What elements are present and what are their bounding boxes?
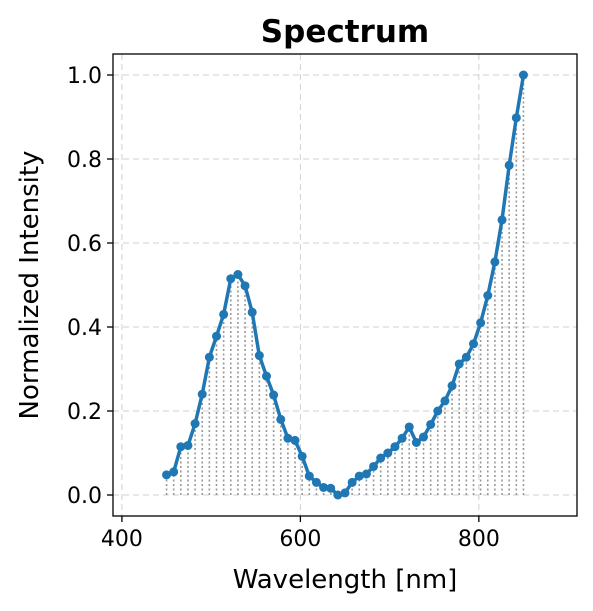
data-point bbox=[190, 419, 200, 429]
y-tick-label: 0.4 bbox=[67, 316, 102, 341]
chart-title: Spectrum bbox=[261, 14, 429, 50]
data-point bbox=[261, 371, 271, 381]
data-point bbox=[304, 471, 314, 481]
data-point bbox=[454, 359, 464, 369]
data-point bbox=[397, 433, 407, 443]
x-axis-label: Wavelength [nm] bbox=[233, 565, 458, 595]
data-point bbox=[319, 482, 329, 492]
data-point bbox=[354, 471, 364, 481]
y-tick-label: 1.0 bbox=[67, 64, 102, 89]
data-points bbox=[162, 70, 528, 500]
data-point bbox=[269, 390, 279, 400]
data-point bbox=[447, 381, 457, 391]
data-point bbox=[254, 351, 264, 361]
data-point bbox=[390, 442, 400, 452]
data-point bbox=[247, 307, 257, 317]
data-point bbox=[461, 352, 471, 362]
stem-lines bbox=[165, 75, 525, 495]
axis-ticks: 400 600 800 0.0 0.2 0.4 0.6 0.8 1.0 bbox=[67, 64, 500, 552]
data-point bbox=[290, 435, 300, 445]
data-point bbox=[376, 453, 386, 463]
y-tick-label: 0.8 bbox=[67, 148, 102, 173]
x-tick-label: 400 bbox=[101, 527, 143, 552]
data-point bbox=[497, 215, 507, 225]
data-point bbox=[411, 438, 421, 447]
data-point bbox=[369, 461, 379, 471]
data-point bbox=[511, 113, 521, 123]
plot-frame bbox=[112, 53, 578, 517]
data-point bbox=[297, 451, 307, 461]
data-point bbox=[347, 477, 357, 487]
y-tick-label: 0.6 bbox=[67, 232, 102, 257]
data-point bbox=[233, 270, 243, 279]
data-point bbox=[383, 448, 393, 458]
data-point bbox=[276, 414, 286, 424]
data-point bbox=[183, 440, 193, 450]
x-tick-label: 600 bbox=[279, 527, 321, 552]
spectrum-line bbox=[165, 74, 526, 497]
data-point bbox=[240, 281, 250, 291]
data-point bbox=[468, 339, 478, 349]
data-point bbox=[504, 160, 514, 170]
data-point bbox=[283, 433, 293, 443]
y-axis-label: Normalized Intensity bbox=[15, 151, 45, 420]
data-point bbox=[333, 490, 343, 500]
data-point bbox=[426, 419, 436, 429]
data-point bbox=[197, 389, 207, 399]
y-tick-label: 0.0 bbox=[67, 484, 102, 509]
data-point bbox=[212, 331, 222, 341]
data-point bbox=[162, 470, 172, 480]
data-point bbox=[518, 70, 528, 80]
y-tick-label: 0.2 bbox=[67, 400, 102, 425]
data-point bbox=[490, 257, 500, 267]
data-point bbox=[483, 291, 493, 300]
x-tick-label: 800 bbox=[458, 527, 500, 552]
data-point bbox=[176, 442, 186, 452]
data-point bbox=[219, 309, 229, 319]
data-point bbox=[204, 352, 214, 362]
data-point bbox=[476, 318, 486, 328]
data-point bbox=[361, 469, 371, 479]
data-point bbox=[311, 477, 321, 487]
data-point bbox=[404, 422, 414, 432]
data-point bbox=[440, 396, 450, 406]
data-point bbox=[340, 488, 350, 498]
data-point bbox=[433, 406, 443, 416]
data-point bbox=[326, 483, 336, 493]
data-point bbox=[169, 467, 179, 477]
data-point bbox=[419, 432, 429, 442]
data-point bbox=[226, 274, 236, 284]
